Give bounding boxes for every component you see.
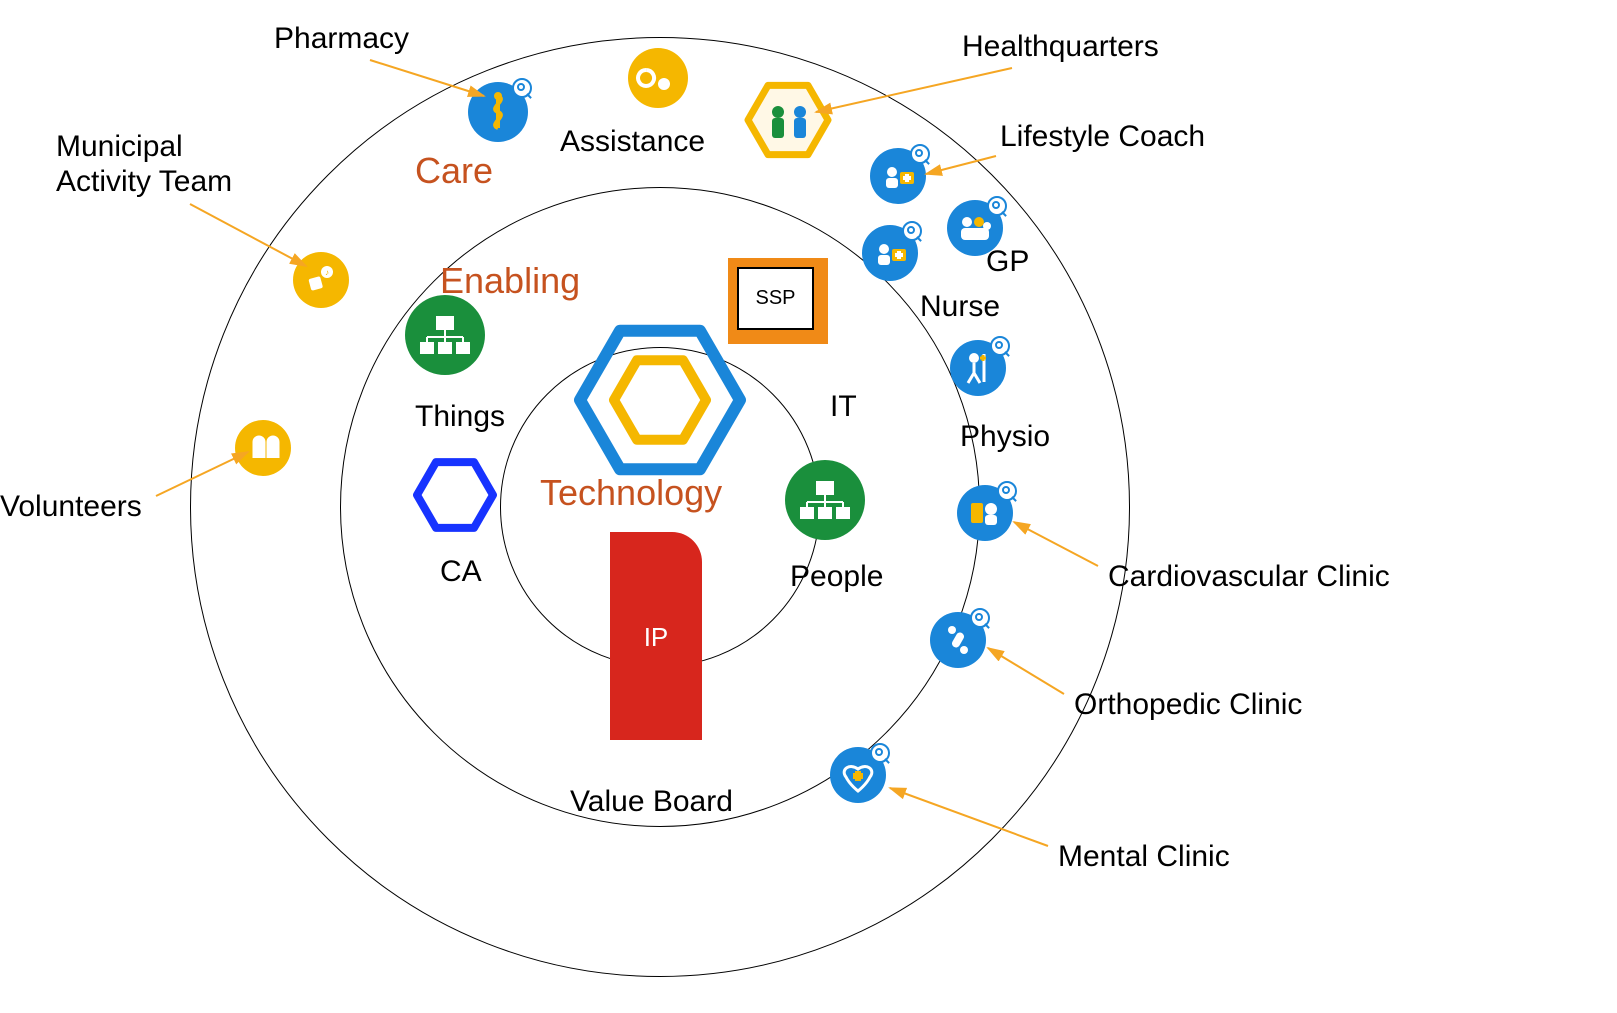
ssp-label: SSP: [737, 267, 814, 330]
diagram-stage: CareEnablingTechnologyIPSSPValue Board T…: [0, 0, 1617, 1013]
volunteers-icon-glyph: [235, 420, 291, 476]
people-label: People: [790, 560, 883, 594]
annotation-municipal-label: Municipal Activity Team: [56, 130, 232, 199]
ssp-box: SSP: [728, 258, 828, 344]
things-label: Things: [415, 400, 505, 434]
assistance-label: Assistance: [560, 125, 705, 159]
annotation-volunteers-label: Volunteers: [0, 490, 142, 525]
ip-box: IP: [610, 532, 702, 740]
annotation-ortho-label: Orthopedic Clinic: [1074, 688, 1302, 723]
mental-icon-glyph: [830, 747, 886, 803]
svg-text:♪: ♪: [325, 268, 329, 277]
technology-ring-label: Technology: [540, 472, 722, 514]
cardio-icon-glyph: [957, 485, 1013, 541]
annotation-pharmacy-label: Pharmacy: [274, 22, 409, 57]
things-orgchart-icon: [405, 295, 485, 375]
nurse-icon-glyph: [862, 225, 918, 281]
lifestyle-icon-glyph: [870, 148, 926, 204]
pharmacy-icon-glyph: [468, 82, 528, 142]
municipal-icon-glyph: ♪: [293, 252, 349, 308]
annotation-lifestyle-label: Lifestyle Coach: [1000, 120, 1205, 155]
physio-icon-glyph: [950, 340, 1006, 396]
nurse-label: Nurse: [920, 290, 1000, 324]
annotation-cardio-label: Cardiovascular Clinic: [1108, 560, 1390, 595]
care-ring-label: Care: [415, 150, 493, 192]
ip-label: IP: [644, 622, 669, 653]
healthquarters-icon: [738, 70, 838, 170]
it-label: IT: [830, 390, 857, 424]
gp-label: GP: [986, 245, 1029, 279]
ca-hexagon-icon: [407, 447, 503, 543]
physio-label: Physio: [960, 420, 1050, 454]
annotation-healthq-label: Healthquarters: [962, 30, 1159, 65]
ortho-icon-glyph: [930, 612, 986, 668]
people-orgchart-icon: [785, 460, 865, 540]
annotation-mental-label: Mental Clinic: [1058, 840, 1230, 875]
assistance-icon-glyph: [628, 48, 688, 108]
ca-label: CA: [440, 555, 482, 589]
value-board-label: Value Board: [570, 785, 733, 819]
